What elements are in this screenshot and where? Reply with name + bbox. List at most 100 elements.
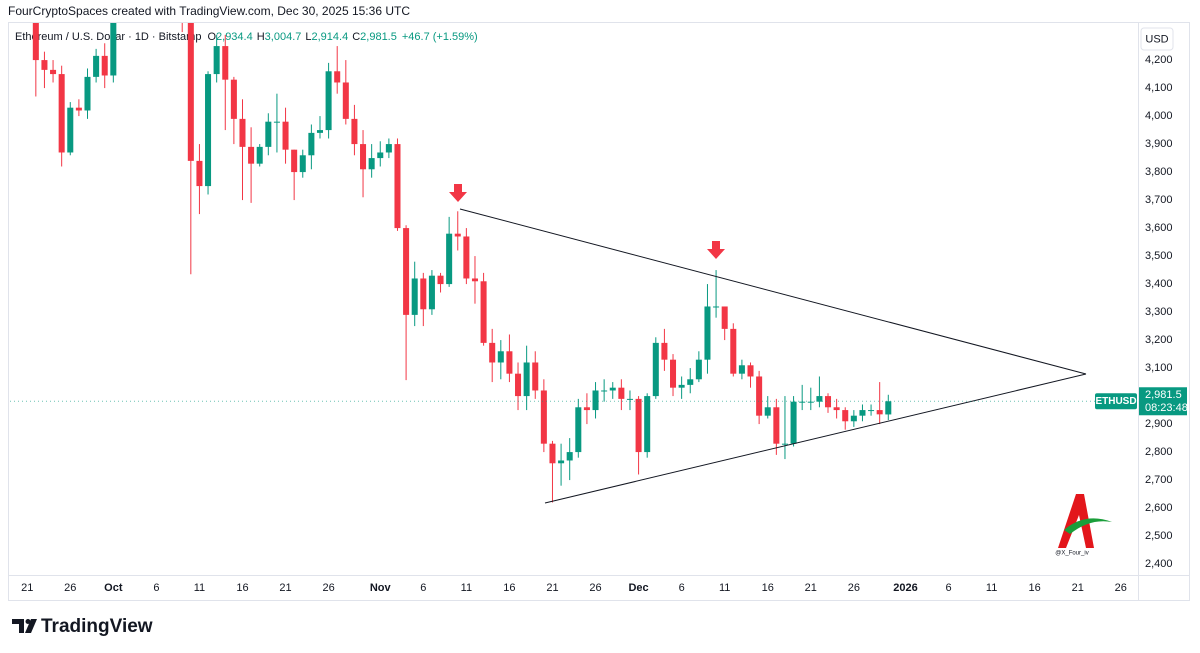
y-tick-label: 2,900 [1145,418,1173,430]
y-tick-label: 4,100 [1145,82,1173,94]
currency: USD [1145,33,1168,45]
candle-body [282,121,289,150]
candle-body [463,236,470,279]
x-tick-label: 16 [762,582,774,594]
plot-area [32,23,892,503]
y-tick-label: 3,700 [1145,194,1173,206]
candle-body [738,365,745,374]
price-tag [1139,387,1187,416]
x-tick-label: 16 [503,582,515,594]
candle-body [368,158,375,170]
candle-body [816,396,823,402]
candle-body [454,233,461,237]
candle-body [222,46,229,80]
candle-body [394,144,401,229]
candle-body [713,306,720,308]
x-tick-label: 26 [1115,582,1127,594]
x-tick-label: 26 [848,582,860,594]
x-tick-label: Nov [370,582,392,594]
x-tick-label: 21 [805,582,817,594]
candle-body [230,79,237,119]
x-tick-label: 16 [236,582,248,594]
watermark-logo: @X_Four_iv [1055,494,1112,557]
candle-body [420,278,427,310]
x-tick-label: 16 [1029,582,1041,594]
candle-body [601,390,608,392]
x-tick-label: 26 [322,582,334,594]
candle-body [411,278,418,315]
candle-body [480,281,487,343]
candle-body [566,452,573,461]
candle-body [471,278,478,282]
legend-change: +46.7 (+1.59%) [402,31,478,43]
candle-body [50,69,57,75]
legend-key: L [305,31,311,43]
candle-body [850,415,857,422]
y-tick-label: 3,200 [1145,334,1173,346]
legend-value: 3,004.7 [265,31,302,43]
candle-body [75,107,82,111]
candle-body [558,460,565,464]
candle-body [626,398,633,400]
watermark-text: @X_Four_iv [1055,551,1088,557]
candle-body [799,401,806,403]
x-tick-label: Dec [628,582,648,594]
legend: Ethereum / U.S. Dollar · 1D · Bitstamp O2… [15,31,478,43]
candle-body [273,121,280,123]
candle-body [58,74,65,153]
y-tick-label: 4,000 [1145,110,1173,122]
candle-body [239,118,246,147]
candle-body [265,121,272,147]
candle-body [807,401,814,403]
candle-body [325,71,332,131]
x-tick-label: 26 [64,582,76,594]
candle-body [248,146,255,164]
candle-body [825,396,832,408]
candle-body [583,407,590,411]
candle-body [41,60,48,70]
candle-body [403,228,410,315]
candle-body [205,74,212,187]
candle-body [360,144,367,170]
candle-body [437,275,444,285]
candle-body [661,342,668,360]
candle-body [549,443,556,464]
currency-box [1140,27,1174,51]
candle-body [506,351,513,374]
candle-body [885,401,892,415]
x-tick-label: 6 [420,582,426,594]
candle-body [721,306,728,329]
candle-body [187,23,194,161]
candle-body [704,306,711,360]
candle-body [687,379,694,385]
y-tick-label: 3,600 [1145,222,1173,234]
candle-body [540,390,547,444]
legend-key: O [207,31,216,43]
y-tick-label: 3,800 [1145,166,1173,178]
candle-body [523,362,530,397]
candle-body [773,407,780,444]
candle-body [32,23,39,61]
credit: FourCryptoSpaces created with TradingVie… [8,4,410,18]
arrow-marker [707,241,725,259]
candle-body [428,275,435,310]
x-tick-label: 6 [946,582,952,594]
candle-body [781,443,788,445]
x-tick-label: 26 [589,582,601,594]
candle-body [334,71,341,83]
legend-value: 2,934.4 [216,31,253,43]
candle-body [652,342,659,397]
candle-body [575,407,582,453]
candle-body [678,384,685,388]
candle-body [515,373,522,397]
x-tick-label: 6 [679,582,685,594]
candle-body [644,396,651,453]
countdown-text: 08:23:48 [1145,402,1188,414]
legend-value: 2,981.5 [360,31,397,43]
candle-body [213,46,220,75]
trend-line-upper [459,208,1087,375]
candle-body [764,407,771,416]
arrow-marker [449,184,467,202]
